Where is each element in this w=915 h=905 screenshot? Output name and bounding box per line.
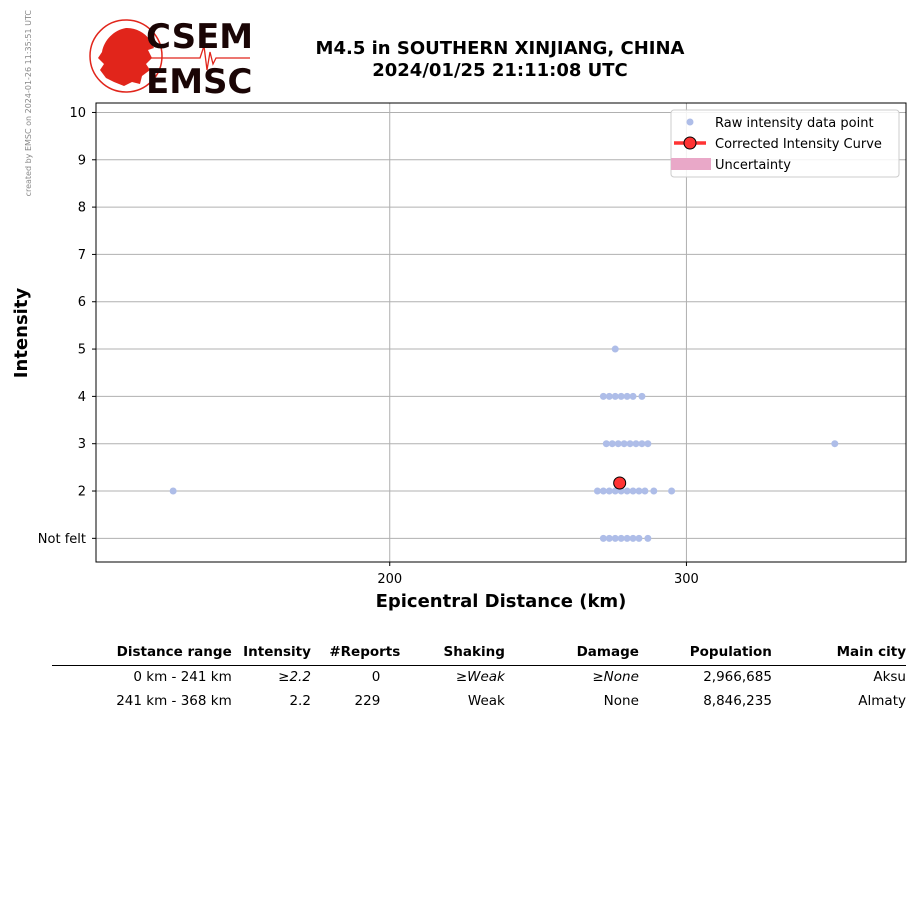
y-axis-label: Intensity — [11, 288, 32, 379]
creation-note: created by EMSC on 2024-01-26 11:35:51 U… — [24, 10, 33, 196]
raw-intensity-point — [623, 534, 631, 542]
cell-distance-range: 0 km - 241 km — [133, 669, 232, 685]
raw-intensity-point — [617, 392, 625, 400]
cell-main-city: Aksu — [873, 669, 906, 685]
x-tick-label: 300 — [674, 572, 699, 587]
legend-raw-marker — [686, 118, 694, 126]
cell-shaking: ≥Weak — [455, 669, 505, 685]
creation-note-text: created by EMSC on 2024-01-26 11:35:51 U… — [24, 10, 33, 196]
raw-intensity-point — [599, 534, 607, 542]
x-tick-label: 200 — [377, 572, 402, 587]
header-distance-range: Distance range — [52, 640, 232, 666]
raw-intensity-point — [593, 487, 601, 495]
y-tick-label: 7 — [78, 248, 86, 263]
cell-damage: None — [603, 693, 639, 709]
raw-intensity-point — [638, 392, 646, 400]
cell-damage: ≥None — [592, 669, 639, 685]
raw-intensity-point — [605, 392, 613, 400]
raw-intensity-point — [629, 487, 637, 495]
legend-curve-label: Corrected Intensity Curve — [715, 137, 882, 152]
raw-intensity-point — [611, 345, 619, 353]
raw-intensity-point — [611, 487, 619, 495]
raw-intensity-point — [620, 440, 628, 448]
y-tick-label: 9 — [78, 153, 86, 168]
raw-intensity-point — [169, 487, 177, 495]
raw-intensity-point — [614, 440, 622, 448]
logo-emsc-text: EMSC — [146, 62, 253, 98]
legend-curve-marker — [683, 136, 697, 150]
header-reports: #Reports — [310, 640, 401, 666]
raw-intensity-point — [626, 440, 634, 448]
raw-intensity-point — [605, 487, 613, 495]
raw-intensity-point — [611, 534, 619, 542]
y-tick-label: 3 — [78, 437, 86, 452]
y-tick-label: 8 — [78, 201, 86, 216]
raw-intensity-point — [644, 440, 652, 448]
raw-intensity-point — [611, 392, 619, 400]
y-tick-label: 2 — [78, 485, 86, 500]
header-intensity: Intensity — [231, 640, 311, 666]
csem-emsc-logo: CSEM EMSC — [89, 18, 253, 98]
raw-intensity-point — [629, 534, 637, 542]
raw-intensity-point — [644, 534, 652, 542]
table-header-row: Distance range Intensity #Reports Shakin… — [52, 640, 906, 666]
y-tick-label: 4 — [78, 390, 86, 405]
raw-intensity-point — [641, 487, 649, 495]
header-shaking: Shaking — [400, 640, 505, 666]
raw-intensity-point — [650, 487, 658, 495]
raw-intensity-point — [635, 534, 643, 542]
raw-intensity-point — [605, 534, 613, 542]
header-population: Population — [638, 640, 772, 666]
legend: Raw intensity data point Corrected Inten… — [670, 109, 900, 178]
raw-intensity-point — [602, 440, 610, 448]
legend-box — [670, 109, 900, 178]
raw-intensity-point — [831, 440, 839, 448]
cell-shaking: Weak — [467, 693, 505, 709]
legend-raw-label: Raw intensity data point — [715, 116, 874, 131]
raw-intensity-point — [623, 487, 631, 495]
raw-intensity-point — [632, 440, 640, 448]
table-row: 0 km - 241 km ≥2.2 0 ≥Weak ≥None 2,966,6… — [52, 666, 906, 691]
table-row: 241 km - 368 km 2.2 229 Weak None 8,846,… — [52, 690, 906, 714]
y-tick-label: Not felt — [38, 532, 86, 547]
plot-frame — [95, 102, 907, 563]
cell-main-city: Almaty — [858, 693, 906, 709]
cell-population: 8,846,235 — [703, 693, 772, 709]
cell-reports: 229 — [354, 693, 381, 709]
raw-intensity-point — [668, 487, 676, 495]
raw-intensity-point — [635, 487, 643, 495]
intensity-summary-table: Distance range Intensity #Reports Shakin… — [52, 640, 906, 714]
logo-csem-text: CSEM — [146, 18, 253, 57]
cell-population: 2,966,685 — [703, 669, 772, 685]
y-tick-label: 5 — [78, 343, 86, 358]
y-tick-label: 10 — [69, 106, 86, 121]
cell-intensity: 2.2 — [289, 693, 311, 709]
x-axis-label: Epicentral Distance (km) — [376, 591, 627, 612]
y-tick-label: 6 — [78, 295, 86, 310]
header-damage: Damage — [504, 640, 639, 666]
corrected-intensity-point — [613, 476, 627, 490]
cell-reports: 0 — [371, 669, 381, 685]
chart-title: M4.5 in SOUTHERN XINJIANG, CHINA 2024/01… — [270, 38, 730, 82]
legend-uncertainty-label: Uncertainty — [715, 158, 791, 173]
raw-intensity-point — [638, 440, 646, 448]
raw-intensity-point — [629, 392, 637, 400]
cell-distance-range: 241 km - 368 km — [116, 693, 232, 709]
raw-intensity-point — [599, 392, 607, 400]
cell-intensity: ≥2.2 — [278, 669, 311, 685]
title-datetime: 2024/01/25 21:11:08 UTC — [372, 60, 628, 81]
raw-intensity-point — [617, 534, 625, 542]
raw-intensity-point — [623, 392, 631, 400]
raw-intensity-point — [608, 440, 616, 448]
header-main-city: Main city — [771, 640, 906, 666]
raw-intensity-point — [599, 487, 607, 495]
logo-globe-ring — [89, 19, 163, 93]
legend-uncertainty-swatch — [671, 158, 711, 170]
intensity-distance-chart: Not felt 2 3 4 5 6 7 8 9 10 200 300 Epicentral Dist… — [11, 102, 907, 612]
logo-map-shape — [98, 28, 154, 86]
title-event: M4.5 in SOUTHERN XINJIANG, CHINA — [315, 38, 685, 59]
logo-seismogram-line — [150, 45, 250, 71]
